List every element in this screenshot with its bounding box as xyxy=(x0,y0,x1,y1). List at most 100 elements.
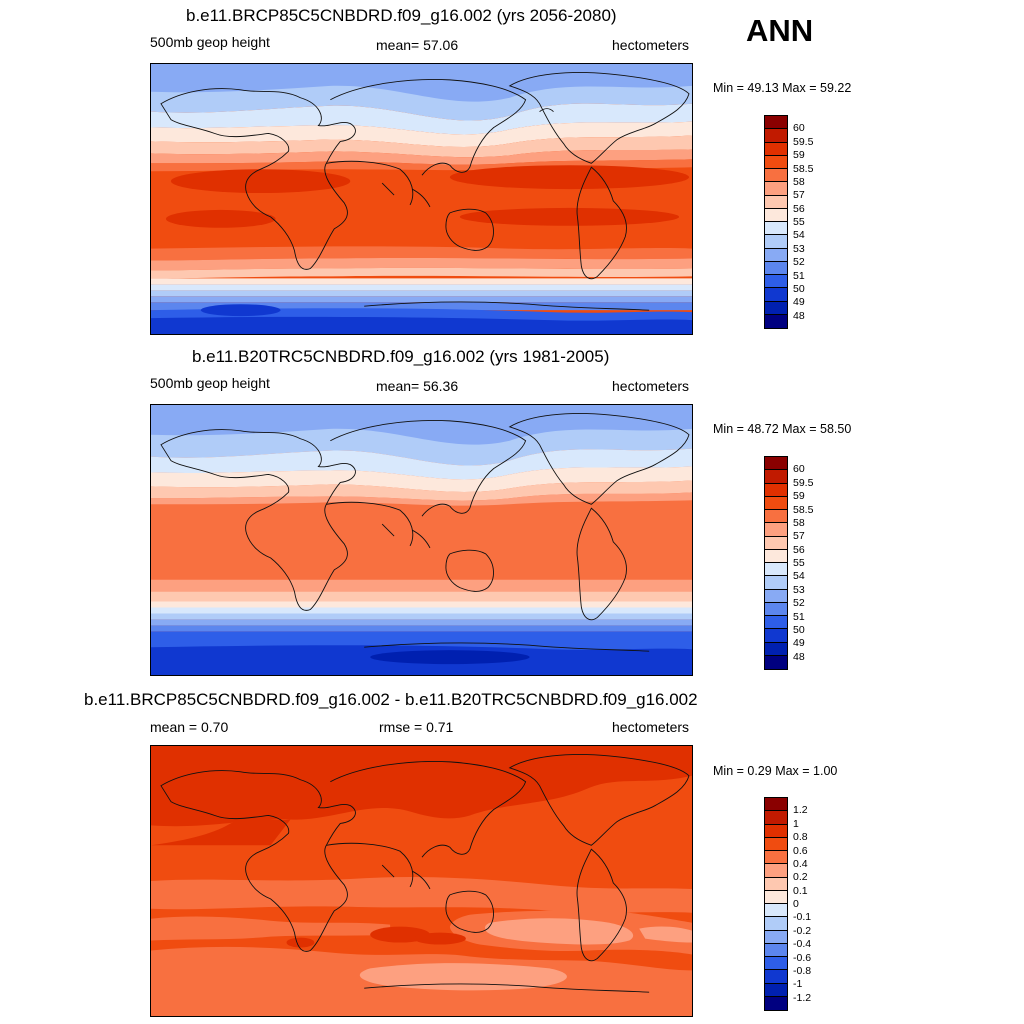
panel-3-swatch xyxy=(765,811,787,825)
panel-2-swatch xyxy=(765,510,787,524)
panel-2-swatch xyxy=(765,523,787,537)
panel-2-swatch xyxy=(765,589,787,603)
panel-2-units-label: hectometers xyxy=(612,378,690,394)
panel-3-units-label: hectometers xyxy=(612,719,690,735)
panel-3-level-label: 0.2 xyxy=(793,871,808,884)
panel-1-colorbar xyxy=(764,115,788,329)
panel-1-level-label: 59 xyxy=(793,149,805,162)
panel-3-level-label: 1.2 xyxy=(793,804,808,817)
panel-1-swatch xyxy=(765,275,787,289)
panel-3-level-label: 0.1 xyxy=(793,884,808,897)
panel-1-swatch xyxy=(765,288,787,302)
panel-3-swatch xyxy=(765,930,787,944)
panel-3-level-label: 0.8 xyxy=(793,831,808,844)
panel-3-map-svg xyxy=(151,746,692,1016)
panel-2-swatch xyxy=(765,602,787,616)
panel-1-level-label: 53 xyxy=(793,242,805,255)
panel-1-level-label: 58.5 xyxy=(793,162,814,175)
panel-2-level-label: 52 xyxy=(793,597,805,610)
panel-2-minmax: Min = 48.72 Max = 58.50 xyxy=(713,422,852,436)
panel-1-swatch xyxy=(765,182,787,196)
panel-1-level-label: 50 xyxy=(793,282,805,295)
panel-3-rmse-label: rmse = 0.71 xyxy=(379,719,454,735)
panel-2-swatch xyxy=(765,616,787,630)
panel-1-level-label: 57 xyxy=(793,189,805,202)
panel-2-level-label: 50 xyxy=(793,623,805,636)
panel-1-swatch xyxy=(765,301,787,315)
panel-3-level-label: -1.2 xyxy=(793,991,812,1004)
panel-1-swatch xyxy=(765,155,787,169)
panel-1-swatch xyxy=(765,222,787,236)
panel-1-swatch xyxy=(765,142,787,156)
panel-2-level-label: 59 xyxy=(793,490,805,503)
panel-1-swatch xyxy=(765,248,787,262)
panel-2-swatch xyxy=(765,629,787,643)
panel-3-swatch xyxy=(765,983,787,997)
panel-2-swatch xyxy=(765,457,787,471)
panel-1-units-label: hectometers xyxy=(612,37,690,53)
panel-1-level-label: 52 xyxy=(793,256,805,269)
panel-3-swatch xyxy=(765,837,787,851)
panel-1-title: b.e11.BRCP85C5CNBDRD.f09_g16.002 (yrs 20… xyxy=(186,6,617,25)
panel-1-map-svg xyxy=(151,64,692,334)
panel-3-swatch xyxy=(765,851,787,865)
panel-3-level-label: -0.1 xyxy=(793,911,812,924)
panel-1-mean-label: mean= 57.06 xyxy=(376,37,459,53)
panel-1-swatch xyxy=(765,208,787,222)
panel-3-colorbar xyxy=(764,797,788,1011)
panel-2-variable-label: 500mb geop height xyxy=(150,375,270,391)
panel-2-map-svg xyxy=(151,405,692,675)
panel-1-level-label: 49 xyxy=(793,296,805,309)
panel-1-minmax: Min = 49.13 Max = 59.22 xyxy=(713,81,852,95)
panel-1-swatch xyxy=(765,314,787,328)
panel-3-map xyxy=(150,745,693,1017)
season-label: ANN xyxy=(746,13,814,48)
panel-2-swatch xyxy=(765,642,787,656)
panel-3-swatch xyxy=(765,957,787,971)
panel-3-level-label: 0 xyxy=(793,898,799,910)
panel-2-swatch xyxy=(765,549,787,563)
panel-1-variable-label: 500mb geop height xyxy=(150,34,270,50)
panel-1-map xyxy=(150,63,693,335)
panel-3-level-label: 0.4 xyxy=(793,857,808,870)
panel-2-level-label: 57 xyxy=(793,530,805,543)
panel-3-swatch xyxy=(765,864,787,878)
panel-2-map xyxy=(150,404,693,676)
panel-3-title: b.e11.BRCP85C5CNBDRD.f09_g16.002 - b.e11… xyxy=(84,690,698,709)
panel-3-swatch xyxy=(765,970,787,984)
panel-1-level-label: 54 xyxy=(793,229,805,242)
panel-1-swatch xyxy=(765,116,787,130)
panel-3-swatch xyxy=(765,917,787,931)
panel-2-swatch xyxy=(765,470,787,484)
panel-1-level-label: 59.5 xyxy=(793,135,814,148)
panel-1-level-label: 60 xyxy=(793,122,805,135)
panel-3-level-label: -0.8 xyxy=(793,964,812,977)
panel-2-level-label: 58 xyxy=(793,516,805,529)
panel-1-swatch xyxy=(765,195,787,209)
panel-1-level-label: 48 xyxy=(793,309,805,322)
panel-3-swatch xyxy=(765,824,787,838)
panel-2-level-label: 58.5 xyxy=(793,503,814,516)
panel-3-level-label: -0.6 xyxy=(793,951,812,964)
panel-3-minmax: Min = 0.29 Max = 1.00 xyxy=(713,764,838,778)
panel-2-swatch xyxy=(765,655,787,669)
panel-3-swatch xyxy=(765,890,787,904)
panel-1-swatch xyxy=(765,169,787,183)
panel-2-level-label: 56 xyxy=(793,543,805,556)
panel-2-colorbar xyxy=(764,456,788,670)
panel-2-level-label: 60 xyxy=(793,463,805,476)
panel-2-level-label: 48 xyxy=(793,650,805,663)
panel-2-level-label: 55 xyxy=(793,557,805,569)
panel-2-swatch xyxy=(765,483,787,497)
panel-1-swatch xyxy=(765,261,787,275)
panel-3-swatch xyxy=(765,904,787,918)
panel-1-swatch xyxy=(765,235,787,249)
panel-2-level-label: 49 xyxy=(793,637,805,650)
panel-3-level-label: -0.2 xyxy=(793,924,812,937)
panel-2-level-label: 59.5 xyxy=(793,476,814,489)
panel-1-level-label: 58 xyxy=(793,175,805,188)
panel-3-swatch xyxy=(765,877,787,891)
panel-3-level-label: 1 xyxy=(793,817,799,830)
panel-3-swatch xyxy=(765,798,787,812)
panel-1-level-label: 56 xyxy=(793,202,805,215)
